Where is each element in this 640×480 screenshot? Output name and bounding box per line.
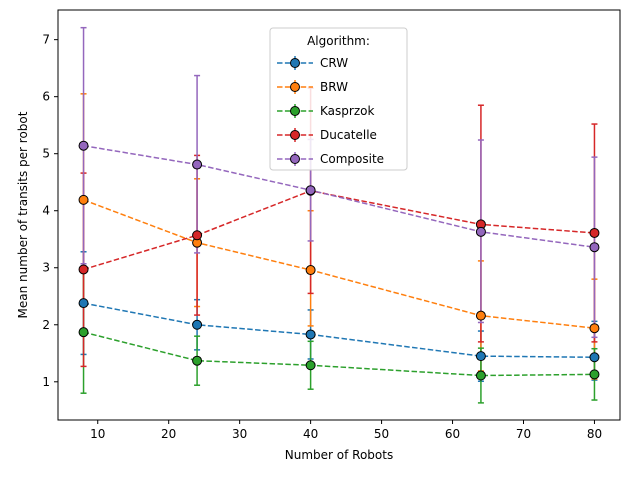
crw-line bbox=[83, 302, 595, 359]
legend-label: Ducatelle bbox=[320, 128, 377, 142]
y-tick-label: 5 bbox=[42, 147, 50, 161]
crw-point bbox=[475, 351, 486, 362]
composite-point bbox=[192, 159, 203, 170]
y-tick-label: 3 bbox=[42, 261, 50, 275]
legend-marker bbox=[290, 154, 300, 164]
y-tick-label: 4 bbox=[42, 204, 50, 218]
brw-point bbox=[589, 323, 600, 334]
crw-point bbox=[78, 298, 89, 309]
ducatelle-line bbox=[83, 189, 595, 271]
legend-item-composite: Composite bbox=[277, 152, 384, 166]
y-tick-label: 7 bbox=[42, 33, 50, 47]
y-tick-label: 1 bbox=[42, 375, 50, 389]
composite-point bbox=[475, 226, 486, 237]
crw-point bbox=[305, 329, 316, 340]
legend-label: Kasprzok bbox=[320, 104, 374, 118]
legend-item-crw: CRW bbox=[277, 56, 348, 70]
legend-item-ducatelle: Ducatelle bbox=[277, 128, 377, 142]
x-tick-label: 30 bbox=[232, 427, 247, 441]
plot-area bbox=[57, 9, 621, 421]
composite-point bbox=[589, 242, 600, 253]
kasprzok-point bbox=[475, 370, 486, 381]
x-tick-label: 70 bbox=[516, 427, 531, 441]
y-tick-label: 6 bbox=[42, 90, 50, 104]
brw-point bbox=[475, 310, 486, 321]
x-axis-label: Number of Robots bbox=[285, 448, 393, 462]
ducatelle-point bbox=[589, 227, 600, 238]
ducatelle-point bbox=[78, 264, 89, 275]
brw-point bbox=[78, 194, 89, 205]
data-points bbox=[78, 140, 600, 381]
x-axis-ticks: 10 20 30 40 50 60 70 80 bbox=[90, 420, 602, 441]
kasprzok-point bbox=[78, 327, 89, 338]
legend-label: CRW bbox=[320, 56, 348, 70]
legend-marker bbox=[290, 82, 300, 92]
x-tick-label: 20 bbox=[161, 427, 176, 441]
x-tick-label: 10 bbox=[90, 427, 105, 441]
composite-point bbox=[305, 185, 316, 196]
legend-item-brw: BRW bbox=[277, 80, 348, 94]
kasprzok-point bbox=[192, 355, 203, 366]
legend-box bbox=[269, 27, 408, 171]
y-axis-label: Mean number of transits per robot bbox=[16, 111, 30, 318]
x-tick-label: 50 bbox=[374, 427, 389, 441]
brw-point bbox=[305, 265, 316, 276]
crw-point bbox=[192, 319, 203, 330]
crw-point bbox=[589, 352, 600, 363]
kasprzok-point bbox=[305, 360, 316, 371]
ducatelle-point bbox=[192, 230, 203, 241]
legend-marker bbox=[290, 130, 300, 140]
x-tick-label: 80 bbox=[587, 427, 602, 441]
composite-point bbox=[78, 140, 89, 151]
legend-item-kasprzok: Kasprzok bbox=[277, 104, 374, 118]
legend-label: Composite bbox=[320, 152, 384, 166]
y-axis-ticks: 1 2 3 4 5 6 7 bbox=[42, 33, 58, 389]
legend-marker bbox=[290, 58, 300, 68]
x-tick-label: 60 bbox=[445, 427, 460, 441]
legend-marker bbox=[290, 106, 300, 116]
x-tick-label: 40 bbox=[303, 427, 318, 441]
kasprzok-point bbox=[589, 369, 600, 380]
legend: Algorithm: CRW BRW Kasprzok Ducatelle Compos… bbox=[269, 27, 408, 171]
legend-title: Algorithm: bbox=[307, 34, 370, 48]
legend-label: BRW bbox=[320, 80, 348, 94]
brw-line bbox=[83, 199, 595, 329]
series-lines bbox=[83, 144, 595, 377]
y-tick-label: 2 bbox=[42, 318, 50, 332]
